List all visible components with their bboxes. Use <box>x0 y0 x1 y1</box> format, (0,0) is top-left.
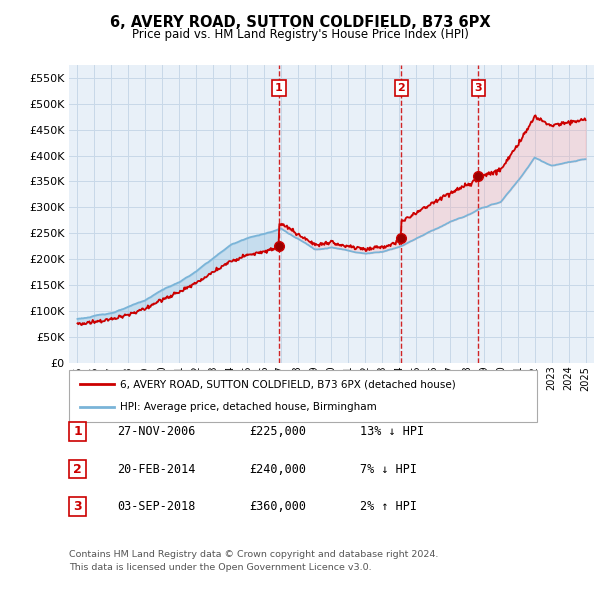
Text: This data is licensed under the Open Government Licence v3.0.: This data is licensed under the Open Gov… <box>69 563 371 572</box>
Text: £240,000: £240,000 <box>249 463 306 476</box>
Text: 27-NOV-2006: 27-NOV-2006 <box>117 425 196 438</box>
Text: 3: 3 <box>73 500 82 513</box>
Text: 03-SEP-2018: 03-SEP-2018 <box>117 500 196 513</box>
Text: £225,000: £225,000 <box>249 425 306 438</box>
Text: 2: 2 <box>73 463 82 476</box>
Text: 3: 3 <box>475 83 482 93</box>
Text: Contains HM Land Registry data © Crown copyright and database right 2024.: Contains HM Land Registry data © Crown c… <box>69 550 439 559</box>
Text: 6, AVERY ROAD, SUTTON COLDFIELD, B73 6PX (detached house): 6, AVERY ROAD, SUTTON COLDFIELD, B73 6PX… <box>120 379 456 389</box>
Text: 1: 1 <box>275 83 283 93</box>
Text: £360,000: £360,000 <box>249 500 306 513</box>
Text: Price paid vs. HM Land Registry's House Price Index (HPI): Price paid vs. HM Land Registry's House … <box>131 28 469 41</box>
Text: 6, AVERY ROAD, SUTTON COLDFIELD, B73 6PX: 6, AVERY ROAD, SUTTON COLDFIELD, B73 6PX <box>110 15 490 30</box>
Text: 20-FEB-2014: 20-FEB-2014 <box>117 463 196 476</box>
Text: 2: 2 <box>398 83 406 93</box>
Text: 1: 1 <box>73 425 82 438</box>
Text: 7% ↓ HPI: 7% ↓ HPI <box>360 463 417 476</box>
Text: 13% ↓ HPI: 13% ↓ HPI <box>360 425 424 438</box>
Text: 2% ↑ HPI: 2% ↑ HPI <box>360 500 417 513</box>
Text: HPI: Average price, detached house, Birmingham: HPI: Average price, detached house, Birm… <box>120 402 377 412</box>
